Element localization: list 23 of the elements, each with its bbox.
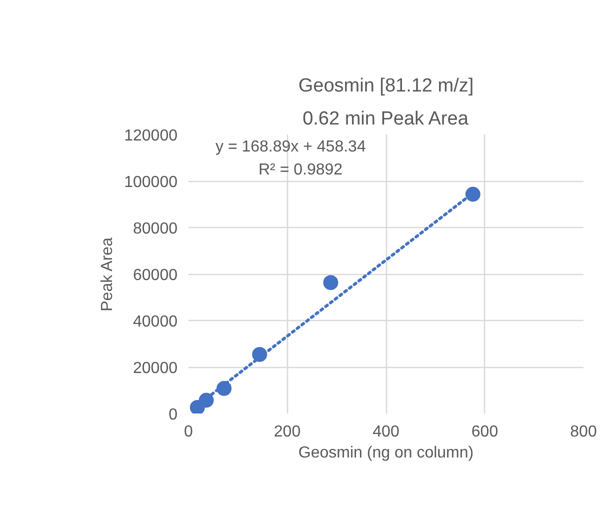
point: [323, 275, 338, 290]
y-axis-title: Peak Area: [99, 237, 116, 312]
x-tick-label: 800: [570, 424, 597, 440]
x-tick-label: 400: [372, 424, 400, 440]
y-tick-label: 120000: [124, 128, 178, 144]
y-tick-label: 40000: [133, 314, 178, 330]
point: [198, 392, 214, 408]
y-tick-label: 100000: [124, 174, 178, 191]
x-tick-label: 200: [274, 424, 301, 440]
point: [216, 380, 232, 396]
x-tick-label: 600: [471, 424, 498, 440]
x-axis-title: Geosmin (ng on column): [298, 444, 474, 462]
x-tick-label: 0: [184, 424, 194, 440]
annotation: y = 168.89x + 458.34: [216, 138, 366, 156]
y-tick-label: 20000: [133, 360, 178, 377]
annotation: R² = 0.9892: [258, 162, 343, 178]
chart-subtitle: 0.62 min Peak Area: [302, 108, 469, 130]
y-tick-label: 0: [168, 406, 178, 424]
chart-title: Geosmin [81.12 m/z]: [298, 76, 474, 96]
point: [252, 346, 268, 362]
y-tick-label: 60000: [133, 267, 178, 284]
point: [465, 186, 480, 202]
y-tick-label: 80000: [133, 220, 178, 238]
